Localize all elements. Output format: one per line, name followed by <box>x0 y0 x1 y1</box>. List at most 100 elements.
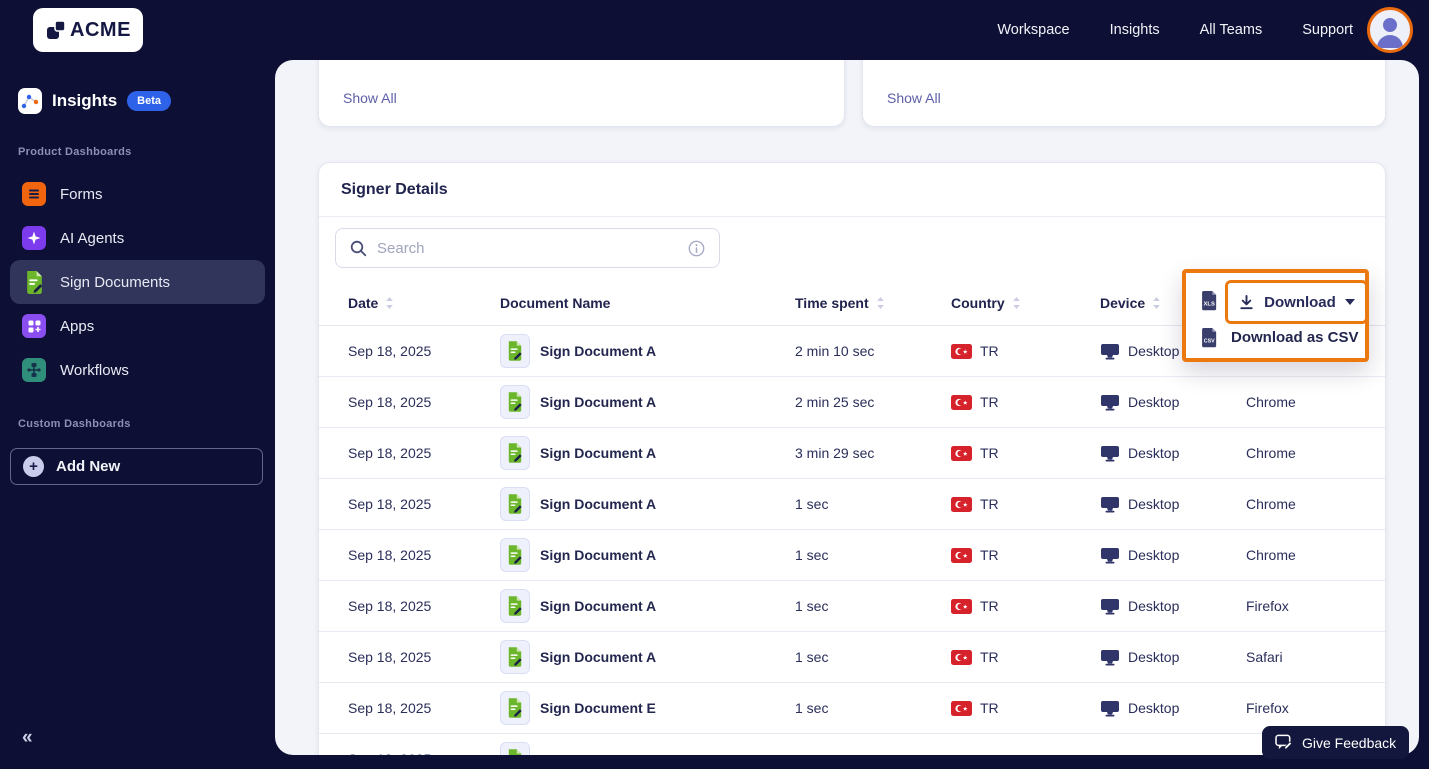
workflows-icon <box>22 358 46 382</box>
sidebar-item-apps[interactable]: Apps <box>10 304 265 348</box>
top-navigation: Workspace Insights All Teams Support <box>997 0 1353 60</box>
browser-cell: Firefox <box>1246 700 1289 716</box>
column-header-country[interactable]: Country <box>951 295 1100 311</box>
sidebar-brand: Insights Beta <box>18 88 172 114</box>
sidebar-item-forms[interactable]: Forms <box>10 172 265 216</box>
nav-support[interactable]: Support <box>1302 22 1353 38</box>
sidebar-collapse-button[interactable]: « <box>22 727 33 748</box>
document-cell: Sign Document A <box>500 487 795 521</box>
time-spent-cell: 2 min 25 sec <box>795 394 875 410</box>
download-csv-item[interactable]: CSV Download as CSV <box>1200 327 1365 348</box>
tr-flag-icon <box>951 700 972 716</box>
xls-file-icon: XLS <box>1200 290 1219 311</box>
sidebar-item-label: Forms <box>60 185 103 203</box>
table-row[interactable]: Sep 18, 2025 Sign Document A 3 min 29 se… <box>319 428 1385 479</box>
document-cell: Sign Document A <box>500 640 795 674</box>
sidebar-item-workflows[interactable]: Workflows <box>10 348 265 392</box>
country-cell: TR <box>951 700 1100 716</box>
nav-workspace[interactable]: Workspace <box>997 22 1070 38</box>
country-cell: TR <box>951 496 1100 512</box>
forms-icon <box>22 182 46 206</box>
time-spent-cell: 1 sec <box>795 649 829 665</box>
device-cell: Desktop <box>1100 598 1246 615</box>
avatar[interactable] <box>1367 7 1413 53</box>
search-input[interactable] <box>377 239 678 257</box>
time-spent-cell: 1 sec <box>795 700 829 716</box>
desktop-icon <box>1100 598 1120 615</box>
apps-icon <box>22 314 46 338</box>
document-cell: Sign Document A <box>500 385 795 419</box>
sidebar-item-sign-documents[interactable]: Sign Documents <box>10 260 265 304</box>
country-cell: TR <box>951 394 1100 410</box>
column-header-device[interactable]: Device <box>1100 295 1246 311</box>
tr-flag-icon <box>951 547 972 563</box>
download-annotation-highlight: Download <box>1225 280 1368 324</box>
time-spent-cell: 1 sec <box>795 496 829 512</box>
date-cell: Sep 18, 2025 <box>348 649 432 665</box>
table-row[interactable]: Sep 18, 2025 Sign Document A 1 sec TR De… <box>319 632 1385 683</box>
date-cell: Sep 18, 2025 <box>348 394 432 410</box>
time-spent-cell: 1 sec <box>795 598 829 614</box>
table-row[interactable]: Sep 18, 2025 Sign Document A 1 sec TR De… <box>319 530 1385 581</box>
country-cell: TR <box>951 598 1100 614</box>
table-row[interactable]: Sep 18, 2025 Sign Document A 2 min 10 se… <box>319 326 1385 377</box>
feedback-icon <box>1275 734 1294 751</box>
nav-insights[interactable]: Insights <box>1109 22 1160 38</box>
table-row[interactable]: Sep 18, 2025 Sign Document E 1 sec TR De… <box>319 683 1385 734</box>
document-cell <box>500 742 795 755</box>
sidebar-title: Insights <box>52 91 118 110</box>
beta-badge: Beta <box>127 91 172 111</box>
tr-flag-icon <box>951 445 972 461</box>
acme-logo-icon <box>45 19 67 41</box>
sidebar: Insights Beta Product Dashboards Forms A… <box>0 60 275 769</box>
add-new-label: Add New <box>56 458 121 475</box>
desktop-icon <box>1100 343 1120 360</box>
time-spent-cell: 3 min 29 sec <box>795 445 875 461</box>
acme-logo[interactable]: ACME <box>33 8 143 52</box>
table-row[interactable]: Sep 18, 2025 Sign Document A 1 sec TR De… <box>319 479 1385 530</box>
browser-cell: Firefox <box>1246 598 1289 614</box>
main-panel: Show All Show All Signer Details <box>275 60 1419 755</box>
svg-text:XLS: XLS <box>1203 301 1215 307</box>
plus-circle-icon: + <box>23 456 44 477</box>
browser-cell: Chrome <box>1246 445 1296 461</box>
column-header-date[interactable]: Date <box>348 295 500 311</box>
sort-icon <box>1153 297 1160 309</box>
give-feedback-button[interactable]: Give Feedback <box>1262 726 1410 759</box>
show-all-link[interactable]: Show All <box>343 90 397 106</box>
table-row[interactable]: Sep 18, 2025 Sign Document A 1 sec TR De… <box>319 581 1385 632</box>
table-row[interactable]: Sep 18, 2025 <box>319 734 1385 755</box>
nav-all-teams[interactable]: All Teams <box>1199 22 1263 38</box>
country-cell: TR <box>951 547 1100 563</box>
date-cell: Sep 18, 2025 <box>348 343 432 359</box>
csv-file-icon: CSV <box>1200 327 1219 348</box>
browser-cell: Safari <box>1246 649 1283 665</box>
time-spent-cell: 1 sec <box>795 547 829 563</box>
device-cell: Desktop <box>1100 547 1246 564</box>
document-cell: Sign Document A <box>500 589 795 623</box>
tr-flag-icon <box>951 598 972 614</box>
download-button[interactable]: Download <box>1228 283 1365 321</box>
table-row[interactable]: Sep 18, 2025 Sign Document A 2 min 25 se… <box>319 377 1385 428</box>
summary-card-right: Show All <box>862 60 1386 127</box>
ai-agents-icon <box>22 226 46 250</box>
tr-flag-icon <box>951 496 972 512</box>
country-cell <box>951 752 1100 756</box>
page-title: Signer Details <box>341 180 448 198</box>
date-cell: Sep 18, 2025 <box>348 496 432 512</box>
document-cell: Sign Document E <box>500 691 795 725</box>
sidebar-item-ai-agents[interactable]: AI Agents <box>10 216 265 260</box>
sort-icon <box>386 297 394 309</box>
date-cell: Sep 18, 2025 <box>348 445 432 461</box>
browser-cell: Chrome <box>1246 394 1296 410</box>
device-cell: Desktop <box>1100 496 1246 513</box>
device-cell: Desktop <box>1100 394 1246 411</box>
desktop-icon <box>1100 496 1120 513</box>
time-spent-cell: 2 min 10 sec <box>795 343 875 359</box>
info-icon[interactable] <box>688 240 705 257</box>
download-icon <box>1238 294 1255 311</box>
column-header-time-spent[interactable]: Time spent <box>795 295 951 311</box>
date-cell: Sep 18, 2025 <box>348 751 500 755</box>
add-new-button[interactable]: + Add New <box>10 448 263 485</box>
show-all-link[interactable]: Show All <box>887 90 941 106</box>
